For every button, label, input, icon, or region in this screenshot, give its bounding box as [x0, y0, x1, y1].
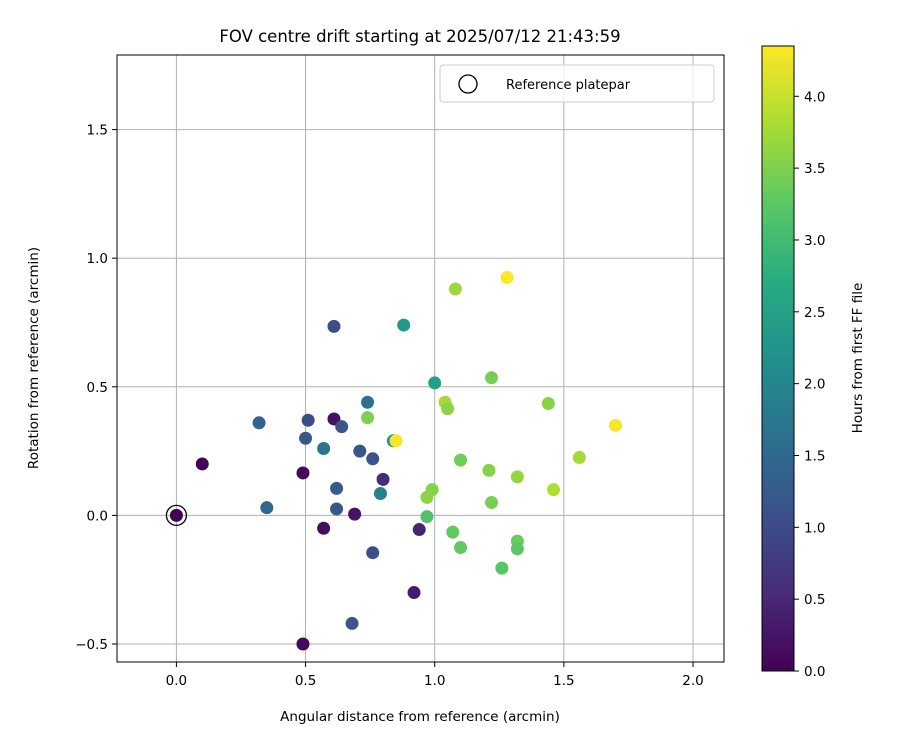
y-tick-label: 0.0 — [87, 508, 108, 524]
colorbar: 0.0 0.5 1.0 1.5 2.0 2.5 3.0 3.5 4.0 Hours from f… — [761, 45, 866, 680]
data-point — [317, 521, 331, 535]
data-point — [317, 442, 331, 456]
data-point — [345, 616, 359, 630]
data-point — [195, 457, 209, 471]
colorbar-tick-label: 3.5 — [804, 161, 825, 177]
data-point — [609, 418, 623, 432]
legend-box — [439, 64, 715, 103]
data-point — [361, 395, 375, 409]
data-point — [407, 586, 421, 600]
data-point — [500, 270, 514, 284]
colorbar-tick-label: 0.0 — [804, 664, 825, 680]
colorbar-tick-label: 4.0 — [804, 89, 825, 105]
data-point — [428, 376, 442, 390]
x-tick-label: 2.0 — [682, 673, 703, 689]
y-axis-ticks: −0.5 0.0 0.5 1.0 1.5 — [75, 123, 117, 653]
colorbar-tick-label: 2.5 — [804, 305, 825, 321]
data-point — [301, 413, 315, 427]
data-point — [448, 282, 462, 296]
data-point — [446, 525, 460, 539]
data-point — [330, 481, 344, 495]
data-point — [366, 452, 380, 466]
legend: Reference platepar — [439, 64, 715, 103]
data-point — [482, 463, 496, 477]
data-point — [420, 510, 434, 524]
y-tick-label: 0.5 — [87, 380, 108, 396]
reference-platepar-marker — [165, 504, 188, 527]
colorbar-tick-label: 2.0 — [804, 377, 825, 393]
data-point — [327, 319, 341, 333]
x-tick-label: 0.0 — [166, 673, 187, 689]
legend-marker-icon — [458, 74, 478, 94]
data-point — [420, 490, 434, 504]
colorbar-tick-label: 1.0 — [804, 520, 825, 536]
x-axis-label: Angular distance from reference (arcmin) — [280, 709, 560, 725]
data-point — [572, 451, 586, 465]
y-tick-label: −0.5 — [75, 637, 108, 653]
y-tick-label: 1.5 — [87, 123, 108, 139]
data-point — [296, 637, 310, 651]
colorbar-gradient — [761, 45, 795, 672]
data-point — [495, 561, 509, 575]
chart-title: FOV centre drift starting at 2025/07/12 … — [219, 27, 620, 46]
data-point — [169, 508, 183, 522]
data-point — [353, 444, 367, 458]
data-point — [252, 416, 266, 430]
data-point — [454, 453, 468, 467]
y-axis-label: Rotation from reference (arcmin) — [26, 247, 42, 469]
data-point — [454, 541, 468, 555]
reference-marker-group — [165, 504, 188, 527]
x-tick-label: 0.5 — [295, 673, 316, 689]
data-point — [541, 397, 555, 411]
data-point — [485, 496, 499, 510]
data-point — [366, 546, 380, 560]
colorbar-ticks: 0.0 0.5 1.0 1.5 2.0 2.5 3.0 3.5 4.0 — [794, 89, 825, 680]
data-point — [373, 487, 387, 501]
grid — [117, 55, 724, 662]
data-point — [441, 402, 455, 416]
data-point — [485, 371, 499, 385]
colorbar-tick-label: 3.0 — [804, 233, 825, 249]
data-point — [397, 318, 411, 332]
data-points — [169, 270, 623, 651]
data-point — [376, 472, 390, 486]
y-tick-label: 1.0 — [87, 251, 108, 267]
colorbar-label: Hours from first FF file — [850, 283, 866, 434]
x-axis-ticks: 0.0 0.5 1.0 1.5 2.0 — [166, 662, 704, 689]
data-point — [296, 466, 310, 480]
legend-label: Reference platepar — [506, 78, 631, 93]
data-point — [260, 501, 274, 515]
x-tick-label: 1.0 — [424, 673, 445, 689]
data-point — [330, 502, 344, 516]
data-point — [510, 470, 524, 484]
data-point — [348, 507, 362, 521]
data-point — [412, 523, 426, 537]
plot-frame — [116, 54, 725, 663]
data-point — [335, 420, 349, 434]
colorbar-tick-label: 0.5 — [804, 592, 825, 608]
data-point — [361, 411, 375, 425]
data-point — [389, 434, 403, 448]
data-point — [510, 542, 524, 556]
data-point — [547, 483, 561, 497]
data-point — [299, 431, 313, 445]
x-tick-label: 1.5 — [553, 673, 574, 689]
colorbar-tick-label: 1.5 — [804, 448, 825, 464]
